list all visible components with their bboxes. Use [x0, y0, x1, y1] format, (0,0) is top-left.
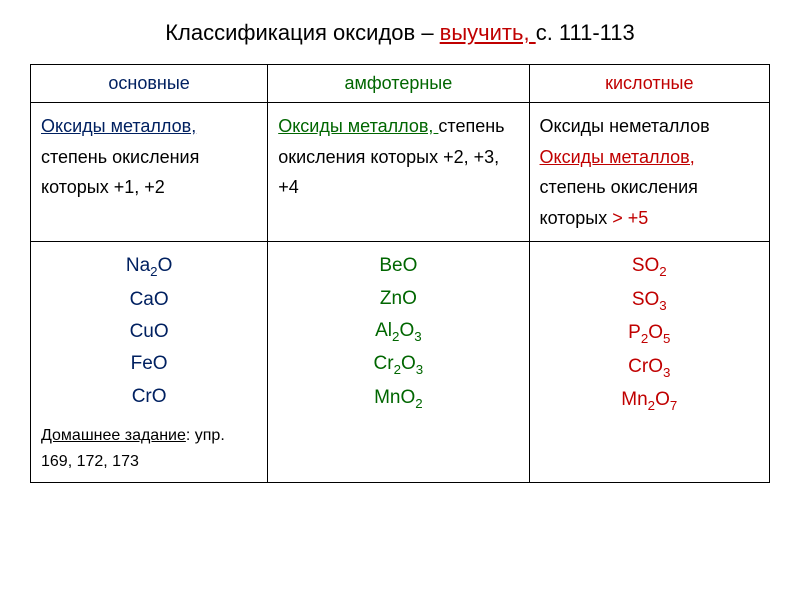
example-item: P2O5	[540, 317, 759, 350]
title-pages: с. 111-113	[536, 20, 635, 45]
example-item: CuO	[41, 316, 257, 348]
desc-basic-text: степень окисления которых +1, +2	[41, 147, 199, 198]
example-item: MnO2	[278, 382, 518, 415]
title-learn: выучить,	[440, 20, 536, 45]
page-title: Классификация оксидов – выучить, с. 111-…	[30, 20, 770, 46]
example-item: Cr2O3	[278, 348, 518, 381]
example-item: SO3	[540, 284, 759, 317]
example-item: CrO	[41, 381, 257, 413]
examples-basic-cell: Na2O CaO CuO FeO CrO Домашнее задание: у…	[31, 242, 268, 483]
title-prefix: Классификация оксидов –	[165, 20, 439, 45]
example-item: BeO	[278, 250, 518, 282]
desc-acidic: Оксиды неметаллов Оксиды металлов, степе…	[529, 103, 769, 242]
table-examples-row: Na2O CaO CuO FeO CrO Домашнее задание: у…	[31, 242, 770, 483]
col-header-basic: основные	[31, 65, 268, 103]
oxide-classification-table: основные амфотерные кислотные Оксиды мет…	[30, 64, 770, 483]
homework: Домашнее задание: упр. 169, 172, 173	[41, 423, 257, 474]
homework-label: Домашнее задание	[41, 427, 186, 444]
table-description-row: Оксиды металлов, степень окисления котор…	[31, 103, 770, 242]
examples-basic: Na2O CaO CuO FeO CrO	[41, 250, 257, 413]
examples-amphoteric: BeO ZnO Al2O3 Cr2O3 MnO2	[268, 242, 529, 483]
desc-basic-link: Оксиды металлов,	[41, 116, 196, 136]
example-item: FeO	[41, 348, 257, 380]
example-item: ZnO	[278, 283, 518, 315]
example-item: CaO	[41, 284, 257, 316]
col-header-acidic: кислотные	[529, 65, 769, 103]
desc-acidic-emph: > +5	[612, 208, 648, 228]
examples-acidic: SO2 SO3 P2O5 CrO3 Mn2O7	[529, 242, 769, 483]
desc-acidic-link: Оксиды металлов,	[540, 147, 695, 167]
desc-amphoteric-link: Оксиды металлов,	[278, 116, 438, 136]
example-item: CrO3	[540, 351, 759, 384]
example-item: Al2O3	[278, 315, 518, 348]
desc-amphoteric: Оксиды металлов, степень окисления котор…	[268, 103, 529, 242]
example-item: Mn2O7	[540, 384, 759, 417]
table-header-row: основные амфотерные кислотные	[31, 65, 770, 103]
example-item: Na2O	[41, 250, 257, 283]
desc-acidic-line1: Оксиды неметаллов	[540, 116, 710, 136]
desc-basic: Оксиды металлов, степень окисления котор…	[31, 103, 268, 242]
col-header-amphoteric: амфотерные	[268, 65, 529, 103]
example-item: SO2	[540, 250, 759, 283]
